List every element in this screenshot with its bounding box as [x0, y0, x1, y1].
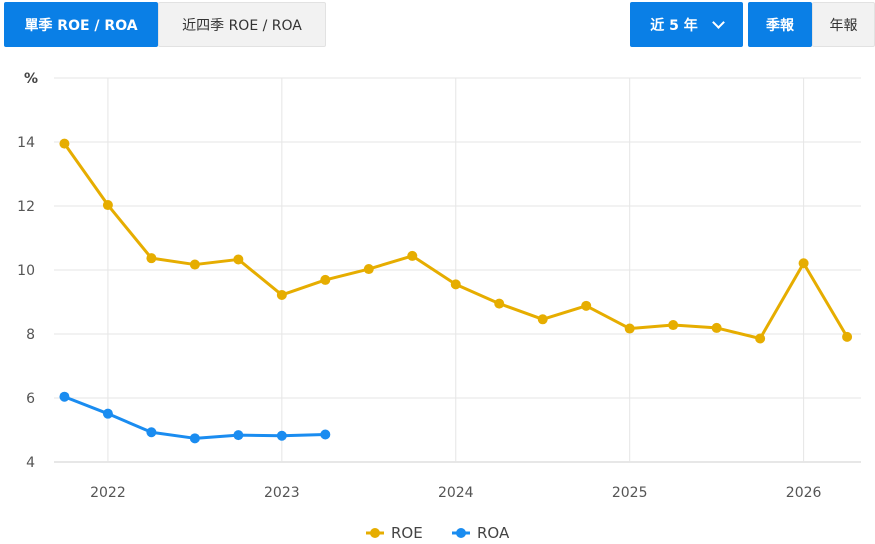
x-tick-label: 2023 [264, 485, 300, 501]
quarterly-label: 季報 [766, 17, 794, 34]
legend-marker [456, 528, 466, 538]
x-tick-label: 2026 [786, 485, 822, 501]
data-point-roe [450, 279, 461, 290]
grid-lines [54, 77, 861, 463]
data-point-roa [233, 430, 244, 441]
data-point-roa [146, 427, 157, 438]
data-point-roe [102, 200, 113, 211]
legend-label: ROE [391, 524, 423, 542]
y-tick-label: 4 [26, 455, 35, 471]
data-point-roe [407, 250, 418, 261]
y-tick-label: 14 [17, 135, 35, 151]
data-point-roe [146, 253, 157, 264]
data-point-roe [233, 254, 244, 265]
data-point-roe [59, 138, 70, 149]
data-point-roa [276, 430, 287, 441]
y-axis-unit-label: % [24, 71, 38, 87]
axis-labels: % 4 6 8 10 12 14 2022 2023 2024 2025 2026 [17, 71, 821, 501]
data-point-roa [102, 408, 113, 419]
legend-marker [370, 528, 380, 538]
legend: ROE ROA [366, 524, 510, 542]
data-point-roe [668, 320, 679, 331]
data-point-roe [711, 322, 722, 333]
series-lines [59, 138, 853, 444]
data-point-roe [842, 331, 853, 342]
data-point-roe [189, 259, 200, 270]
data-point-roe [624, 323, 635, 334]
data-point-roa [189, 433, 200, 444]
range-dropdown[interactable]: 近 5 年 [630, 2, 743, 47]
annual-report-button[interactable]: 年報 [812, 2, 875, 47]
annual-label: 年報 [829, 17, 858, 34]
y-tick-label: 6 [26, 391, 35, 407]
y-tick-label: 8 [26, 327, 35, 343]
data-point-roe [276, 289, 287, 300]
y-tick-label: 12 [17, 199, 35, 215]
data-point-roe [363, 264, 374, 275]
tab-single-quarter-roe-roa[interactable]: 單季 ROE / ROA [4, 2, 158, 47]
data-point-roe [320, 274, 331, 285]
series-line-roa [63, 395, 326, 440]
x-tick-label: 2022 [90, 485, 126, 501]
data-point-roe [581, 300, 592, 311]
tab-four-quarters-roe-roa[interactable]: 近四季 ROE / ROA [158, 2, 326, 47]
tab-label: 近四季 ROE / ROA [182, 17, 302, 34]
data-point-roa [320, 429, 331, 440]
range-label: 近 5 年 [650, 17, 698, 34]
data-point-roe [537, 314, 548, 325]
y-tick-label: 10 [17, 263, 35, 279]
legend-label: ROA [477, 524, 510, 542]
data-point-roe [494, 298, 505, 309]
data-point-roe [755, 333, 766, 344]
x-tick-label: 2024 [438, 485, 474, 501]
data-point-roe [798, 258, 809, 269]
tab-label: 單季 ROE / ROA [24, 17, 138, 34]
data-point-roa [59, 391, 70, 402]
quarterly-report-button[interactable]: 季報 [748, 2, 812, 47]
x-tick-label: 2025 [612, 485, 648, 501]
